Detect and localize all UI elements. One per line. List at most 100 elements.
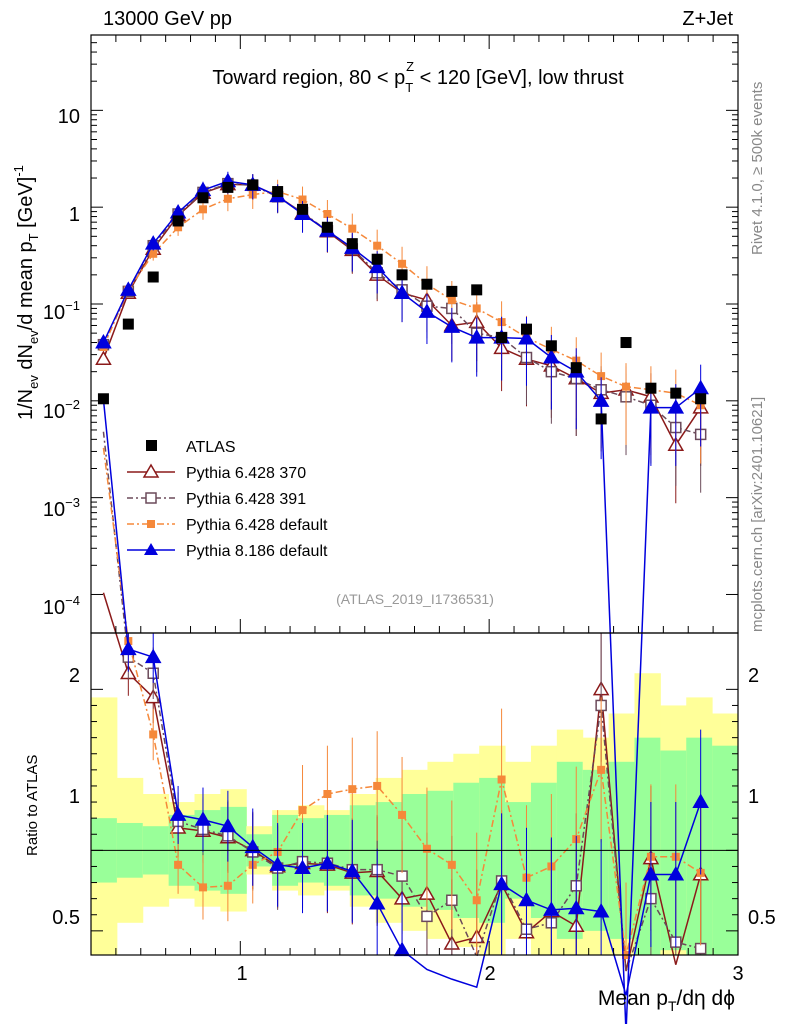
atlas-point-24	[695, 393, 707, 405]
main-point-p6-default-12	[398, 259, 407, 268]
atlas-point-0	[97, 393, 109, 405]
atlas-point-17	[520, 323, 532, 335]
main-point-p6-default-5	[223, 194, 232, 203]
ratio-point-p6-default-8	[298, 806, 307, 815]
atlas-point-19	[570, 362, 582, 374]
ratio-point-p6-default-3	[174, 860, 183, 869]
ratio-series-p8-default	[102, 399, 709, 996]
atlas-point-12	[396, 269, 408, 281]
legend-label-p6-default: Pythia 6.428 default	[186, 517, 328, 534]
atlas-point-5	[222, 181, 234, 193]
main-point-p8-default-14	[443, 318, 461, 333]
main-point-p6-default-9	[323, 210, 332, 219]
ratio-tick-label-1-right: 1	[748, 786, 759, 808]
main-point-p8-default-1	[120, 281, 137, 296]
ratio-point-p8-default-11	[368, 894, 386, 910]
atlas-point-18	[545, 340, 557, 352]
main-ylabel: 1/Nev dNev/d mean pT [GeV]-1	[11, 165, 41, 420]
ratio-point-p8-default-3	[169, 806, 187, 821]
atlas-point-4	[197, 192, 209, 204]
atlas-point-10	[346, 238, 358, 250]
x-tick-labels: 1 2 3	[236, 963, 743, 985]
atlas-point-1	[122, 318, 134, 330]
y-tick-label-1e-1: 10−1	[43, 298, 80, 324]
ratio-point-p8-default-1	[120, 640, 137, 656]
ratio-point-p8-default-17	[518, 891, 535, 907]
ratio-point-p8-default-20	[592, 903, 610, 918]
legend-marker-p6-391	[145, 492, 157, 504]
ratio-point-p8-default-24	[692, 793, 709, 809]
atlas-point-21	[620, 337, 632, 349]
main-point-p6-default-14	[447, 295, 456, 304]
atlas-point-14	[446, 285, 458, 297]
header-right-title: Z+Jet	[682, 8, 733, 30]
atlas-point-11	[371, 253, 383, 265]
main-point-p8-default-18	[543, 349, 560, 364]
ratio-tick-label-2-left: 2	[69, 665, 80, 687]
main-title: Toward region, 80 < pTZ < 120 [GeV], low…	[212, 59, 624, 95]
main-point-p8-default-15	[468, 329, 486, 344]
main-point-p6-default-21	[622, 382, 631, 391]
ratio-point-p6-default-2	[149, 730, 158, 739]
ratio-point-p8-default-6	[244, 838, 262, 854]
x-tick-label-2: 2	[484, 963, 495, 985]
legend-item-p6-default: Pythia 6.428 default	[127, 517, 328, 534]
main-point-p8-default-2	[144, 235, 162, 250]
ratio-point-p6-default-14	[447, 860, 456, 869]
ratio-point-p8-default-23	[667, 865, 685, 881]
main-point-p6-default-8	[298, 195, 307, 204]
atlas-point-9	[321, 221, 333, 233]
atlas-point-13	[421, 278, 433, 290]
side-text-top: Rivet 4.1.0, ≥ 500k events	[749, 82, 766, 255]
ratio-point-p8-default-9	[319, 854, 336, 870]
atlas-point-22	[645, 382, 657, 394]
ratio-point-p6-default-12	[398, 810, 407, 819]
main-y-tick-labels: 10 1 10−1 10−2 10−3 10−4	[43, 106, 80, 619]
ratio-point-p6-default-4	[198, 883, 207, 892]
header-left-title: 13000 GeV pp	[103, 8, 232, 30]
legend-item-p6-391: Pythia 6.428 391	[127, 491, 306, 508]
main-point-p6-default-10	[348, 224, 357, 233]
ratio-tick-label-1-left: 1	[69, 786, 80, 808]
main-point-p8-default-23	[667, 399, 685, 414]
ratio-series	[102, 399, 709, 996]
ratio-point-p6-default-11	[373, 781, 382, 790]
legend-item-atlas: ATLAS	[146, 439, 236, 456]
x-tick-label-3: 3	[732, 963, 743, 985]
side-text-bottom: mcplots.cern.ch [arXiv:2401.10621]	[749, 397, 766, 632]
main-point-p6-default-11	[373, 241, 382, 250]
main-point-p6-default-20	[597, 372, 606, 381]
ratio-point-p8-default-16	[493, 875, 510, 891]
legend-label-atlas: ATLAS	[186, 439, 236, 456]
ratio-band-inner-21	[634, 737, 661, 955]
main-point-p8-default-11	[368, 258, 386, 274]
ratio-point-p8-default-2	[144, 648, 162, 664]
atlas-point-20	[595, 413, 607, 425]
main-point-p6-default-2	[149, 249, 158, 258]
ratio-point-p6-default-16	[497, 775, 506, 784]
ratio-point-p8-default-19	[567, 899, 585, 915]
ratio-band-inner-23	[686, 737, 713, 955]
ratio-point-p8-default-22	[642, 865, 660, 881]
legend-item-p8-default: Pythia 8.186 default	[127, 543, 328, 560]
ratio-uncertainty-bands	[91, 673, 739, 955]
legend-marker-p6-370	[142, 463, 160, 478]
atlas-point-3	[172, 215, 184, 227]
ratio-tick-label-0.5-right: 0.5	[748, 907, 776, 929]
legend-marker-atlas	[146, 440, 157, 451]
y-tick-label-10: 10	[58, 106, 80, 128]
atlas-point-7	[272, 186, 284, 198]
y-tick-label-1: 1	[69, 204, 80, 226]
ratio-point-p6-default-5	[223, 881, 232, 890]
legend-label-p8-default: Pythia 8.186 default	[186, 543, 328, 560]
legend-label-p6-391: Pythia 6.428 391	[186, 491, 306, 508]
ratio-ylabel: Ratio to ATLAS	[24, 755, 41, 856]
ratio-point-p6-default-20	[597, 765, 606, 774]
x-axis-label: Mean pT/dη dϕ	[598, 987, 735, 1014]
x-tick-label-1: 1	[236, 963, 247, 985]
ratio-point-p6-default-15	[472, 896, 481, 905]
ratio-point-p8-default-10	[343, 862, 361, 878]
ratio-point-p6-default-13	[422, 844, 431, 853]
ratio-point-p8-default-8	[294, 859, 311, 875]
